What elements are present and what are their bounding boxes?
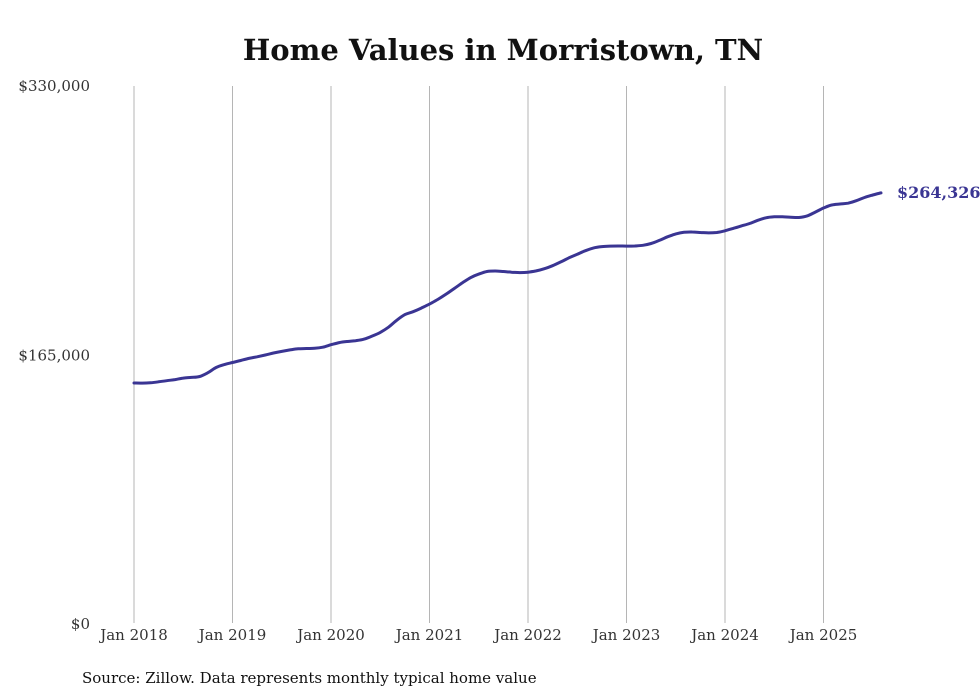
x-tick-label: Jan 2019: [197, 626, 267, 644]
x-tick-label: Jan 2023: [591, 626, 661, 644]
x-tick-label: Jan 2018: [98, 626, 168, 644]
x-tick-label: Jan 2024: [689, 626, 759, 644]
x-axis-labels: Jan 2018 Jan 2019 Jan 2020 Jan 2021 Jan 2022…: [98, 626, 857, 644]
y-axis-labels: $0 $165,000 $330,000: [18, 77, 90, 633]
gridlines: [133, 86, 824, 623]
x-tick-label: Jan 2021: [394, 626, 464, 644]
y-tick-label: $0: [71, 615, 90, 633]
end-value-label: $264,326: [897, 183, 980, 202]
source-note: Source: Zillow. Data represents monthly …: [82, 669, 537, 687]
x-tick-label: Jan 2020: [295, 626, 365, 644]
x-tick-label: Jan 2022: [492, 626, 562, 644]
x-tick-label: Jan 2025: [788, 626, 858, 644]
chart-title: Home Values in Morristown, TN: [243, 33, 763, 67]
series-line: [132, 191, 883, 385]
y-tick-label: $330,000: [18, 77, 90, 95]
y-tick-label: $165,000: [18, 347, 90, 365]
